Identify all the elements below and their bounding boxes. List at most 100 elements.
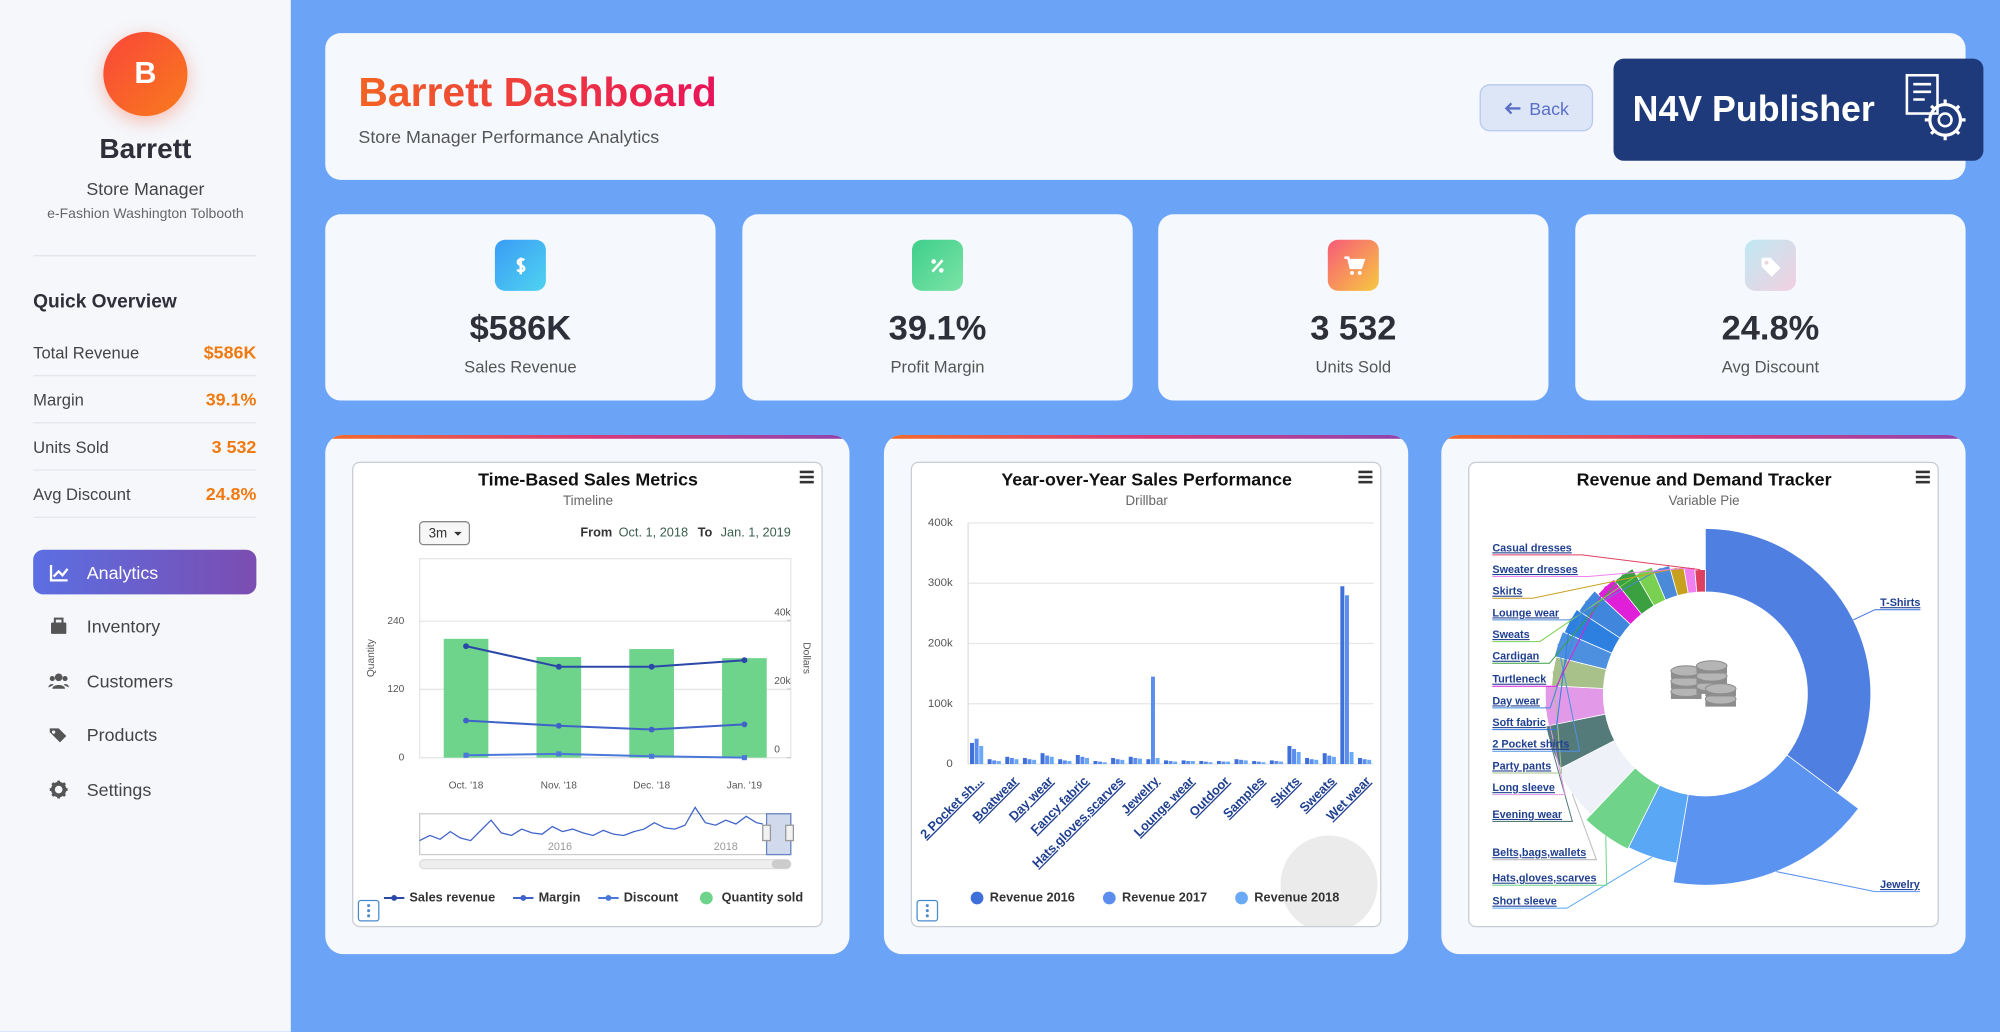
connector: [1492, 570, 1645, 643]
y-tick-label: 100k: [928, 698, 953, 710]
bar: [1190, 761, 1195, 765]
data-label: Sweats: [1492, 629, 1529, 641]
bar: [1173, 761, 1178, 765]
overview-item: Units Sold 3 532: [33, 423, 257, 471]
legend-item[interactable]: Revenue 2016: [970, 889, 1075, 905]
bar: [1327, 755, 1332, 765]
overview-label: Margin: [33, 389, 84, 409]
connector: [1492, 643, 1581, 752]
bar: [1367, 759, 1372, 765]
bar: [1296, 751, 1301, 765]
gauge-watermark: [1280, 835, 1378, 933]
marker: [741, 755, 747, 761]
range-button[interactable]: 3m: [419, 521, 471, 546]
legend-symbol: [605, 895, 612, 901]
data-label: Long sleeve: [1492, 782, 1555, 794]
line: [465, 719, 745, 731]
bar: [1340, 586, 1345, 765]
nav-item[interactable]: Inventory: [33, 604, 256, 649]
bar: [1045, 755, 1050, 765]
chart-menu[interactable]: [1915, 470, 1930, 484]
connector: [1492, 747, 1574, 822]
bar: [1093, 761, 1098, 765]
section-title: Quick Overview: [33, 290, 177, 313]
overview-item: Total Revenue $586K: [33, 329, 257, 377]
data-label: Jewelry: [1880, 879, 1920, 891]
marker: [555, 663, 562, 670]
bar: [443, 638, 489, 758]
options-dot: [925, 914, 929, 918]
from-label: From: [580, 525, 612, 540]
kpi-glyph: [515, 257, 525, 274]
menu-line: [799, 470, 814, 474]
legend-item[interactable]: Revenue 2018: [1235, 889, 1339, 905]
kpi-card: 39.1% Profit Margin: [742, 214, 1133, 401]
bar: [970, 742, 974, 765]
pie-slice: [1672, 754, 1860, 886]
nav-item[interactable]: Settings: [33, 767, 256, 812]
legend-label: Quantity sold: [722, 889, 803, 904]
chart-subtitle: Variable Pie: [1669, 493, 1740, 508]
kpi-icon: [911, 239, 964, 291]
chart-menu[interactable]: [799, 470, 814, 484]
legend-item[interactable]: Quantity sold: [699, 889, 803, 905]
bar: [1062, 760, 1067, 765]
kpi-card: 24.8% Avg Discount: [1575, 214, 1966, 401]
nav-item[interactable]: Customers: [33, 658, 256, 703]
overview-value: 3 532: [211, 436, 257, 457]
legend-item[interactable]: Revenue 2017: [1102, 889, 1207, 905]
nav-item[interactable]: Products: [33, 712, 256, 757]
nav-icon: [51, 617, 67, 634]
line: [466, 752, 745, 759]
bar: [1098, 761, 1103, 765]
kpi-card: $586K Sales Revenue: [325, 214, 716, 401]
bar: [1203, 761, 1208, 765]
options-button[interactable]: [916, 899, 939, 922]
nav-item[interactable]: Analytics: [33, 549, 257, 595]
chart-card: Year-over-Year Sales Performance Drillbar…: [883, 434, 1409, 955]
chart: Year-over-Year Sales Performance Drillbar…: [916, 470, 1378, 933]
bar: [1067, 761, 1072, 765]
nav-icon: [49, 564, 69, 581]
chart-card: Revenue and Demand Tracker Variable Pie T-…: [1441, 434, 1966, 955]
legend-item[interactable]: Margin: [513, 889, 580, 904]
marker: [741, 657, 748, 664]
bar: [992, 760, 997, 765]
bar: [1216, 761, 1221, 765]
bar: [1252, 761, 1257, 765]
nav-label: Settings: [86, 778, 152, 800]
sidebar: B Barrett Store Manager e-Fashion Washin…: [0, 0, 291, 1032]
options-dot: [925, 904, 929, 908]
legend-label: Margin: [539, 889, 581, 904]
y-tick-label: 300k: [928, 577, 953, 589]
coin-top: [1695, 660, 1728, 672]
connector: [1492, 856, 1653, 909]
watermark: N4V Publisher: [1613, 58, 1984, 161]
bar: [1226, 761, 1231, 765]
menu-line: [1358, 470, 1373, 474]
legend-item[interactable]: Sales revenue: [383, 889, 495, 904]
overview-value: 24.8%: [205, 483, 257, 504]
marker: [649, 753, 655, 759]
bar: [722, 658, 767, 758]
back-button[interactable]: Back: [1479, 84, 1594, 132]
marker: [463, 717, 469, 724]
store-name: e-Fashion Washington Tolbooth: [47, 206, 244, 222]
navigator-handle: [785, 824, 795, 842]
legend-item[interactable]: Discount: [598, 889, 679, 904]
nav-icon: [49, 728, 67, 743]
marker: [648, 663, 655, 670]
watermark-icon: [1905, 73, 1966, 141]
connector: [1853, 609, 1921, 621]
chart-menu[interactable]: [1358, 470, 1373, 484]
legend-label: Sales revenue: [409, 889, 495, 904]
bar: [1344, 595, 1349, 765]
y-tick-label: 200k: [928, 638, 953, 650]
nav-label: Customers: [86, 670, 174, 691]
kpi-card: 3 532 Units Sold: [1158, 214, 1549, 401]
data-label: Cardigan: [1492, 651, 1539, 663]
connector: [1776, 871, 1920, 893]
bar: [1058, 759, 1063, 765]
x-tick-label: Jan. '19: [727, 780, 763, 791]
options-button[interactable]: [357, 899, 380, 922]
